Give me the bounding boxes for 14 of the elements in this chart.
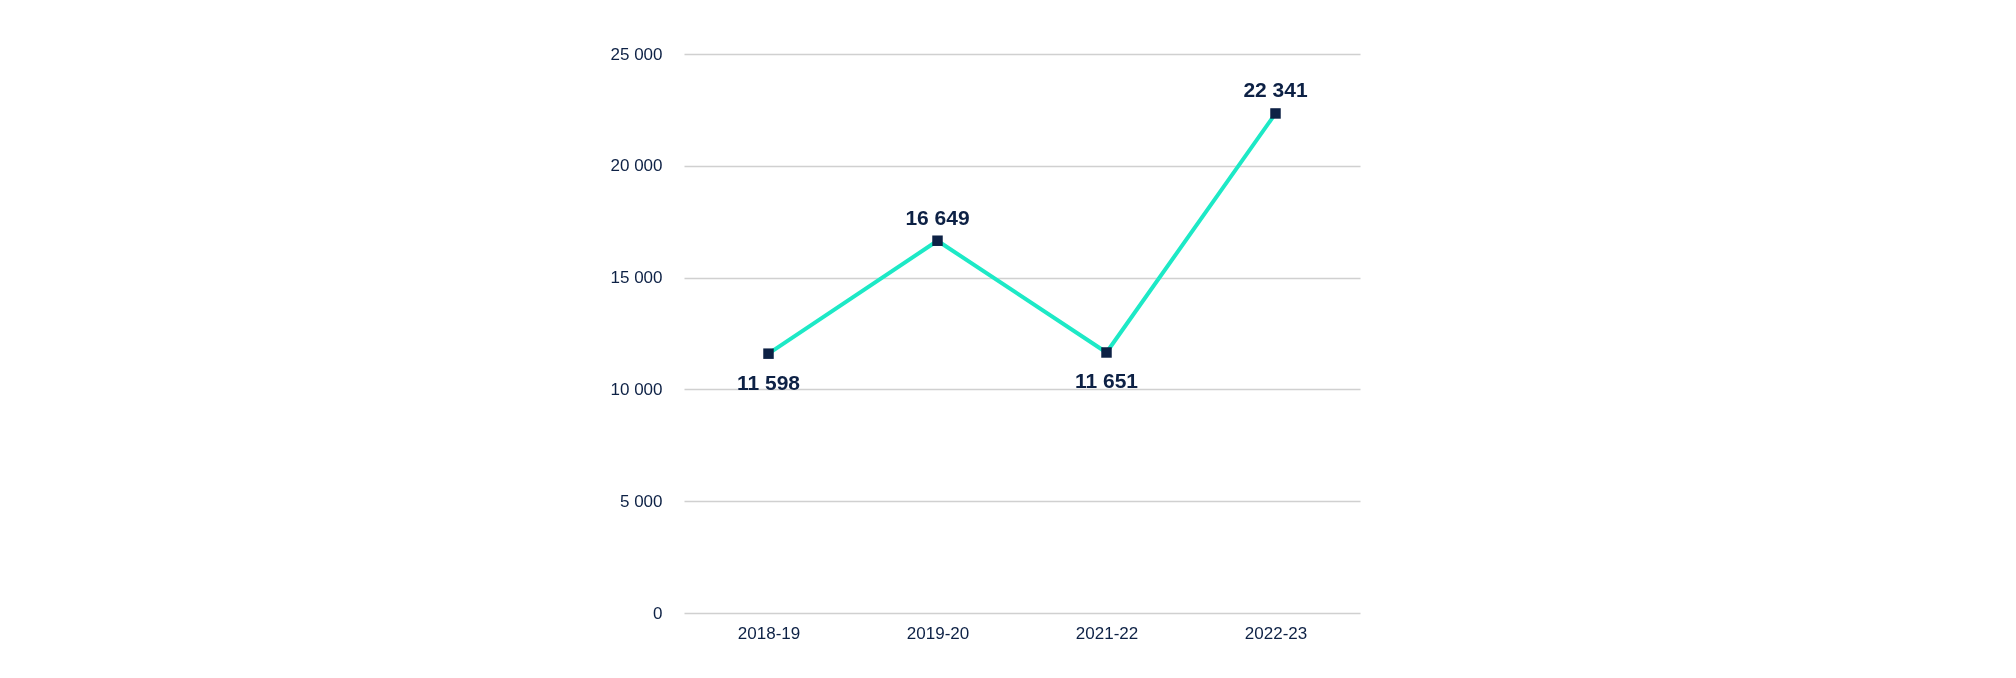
y-tick-label: 10 000 (610, 379, 663, 399)
data-label: 22 341 (1243, 78, 1308, 102)
x-tick-label: 2022-23 (1244, 623, 1308, 643)
y-tick-label: 5 000 (619, 491, 663, 511)
x-tick-label: 2021-22 (1075, 623, 1139, 643)
y-tick-label: 15 000 (610, 268, 663, 288)
y-tick-label: 0 (653, 603, 663, 623)
data-label: 16 649 (905, 205, 970, 229)
y-tick-label: 20 000 (610, 156, 663, 176)
y-tick-label: 25 000 (610, 44, 663, 64)
x-tick-label: 2018-19 (737, 623, 801, 643)
x-tick-label: 2019-20 (906, 623, 970, 643)
data-label: 11 598 (736, 370, 801, 394)
data-label: 11 651 (1074, 369, 1139, 393)
